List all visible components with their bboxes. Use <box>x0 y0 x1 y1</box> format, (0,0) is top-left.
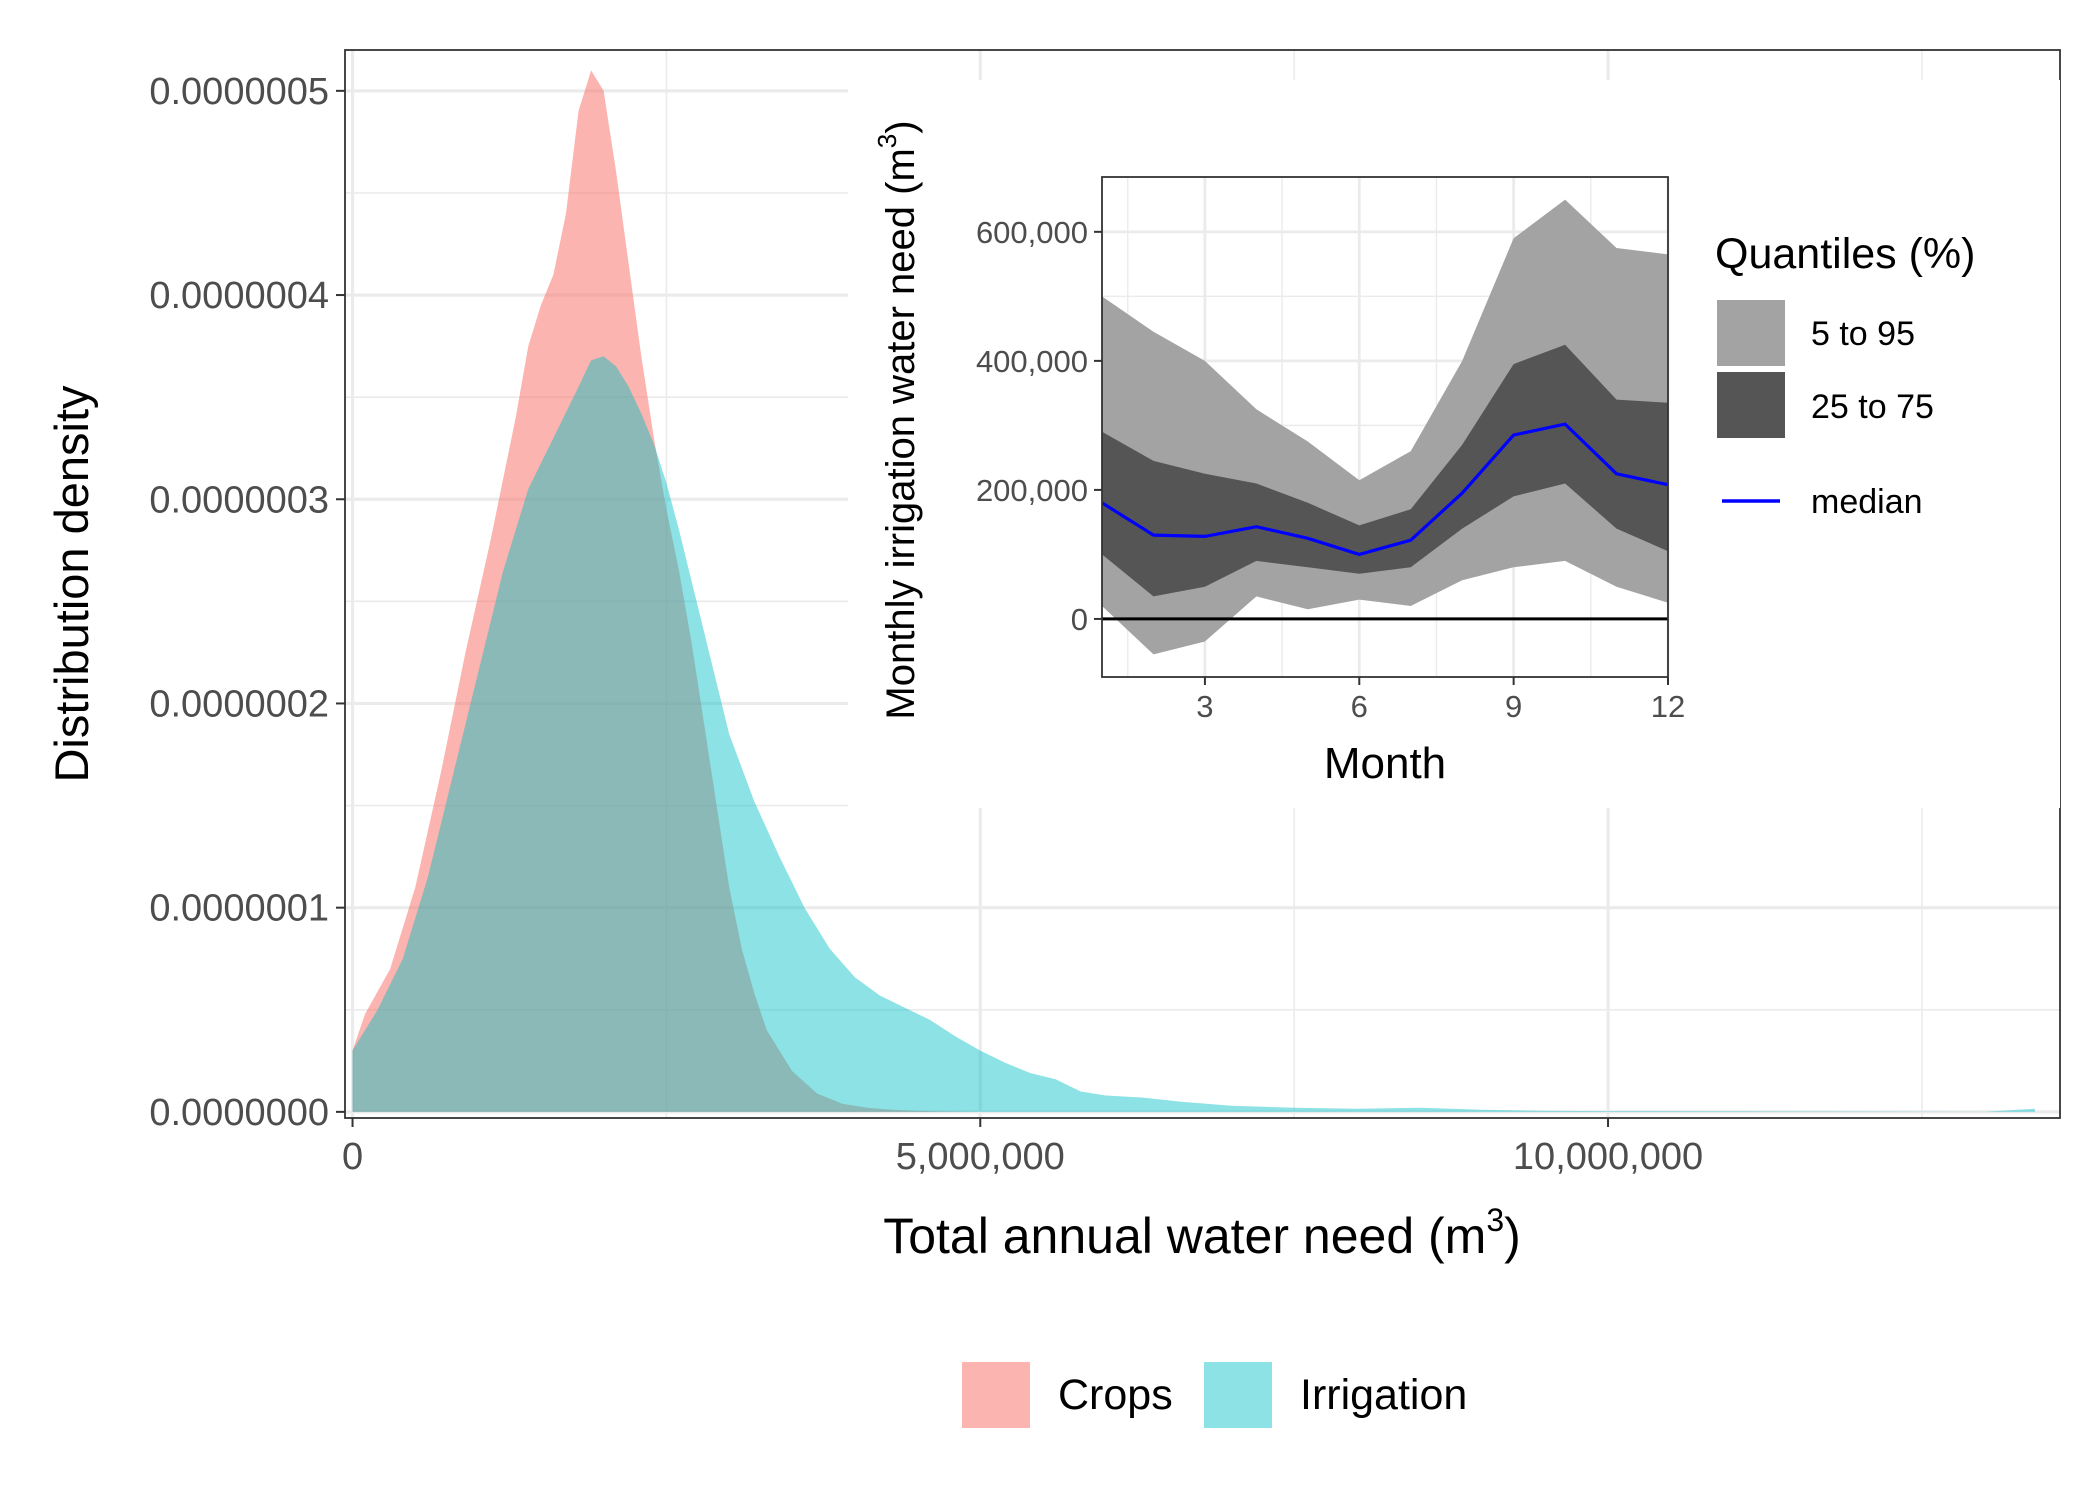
inset-y-axis-title-close: ) <box>879 120 923 133</box>
inset-y-axis-ticks: 0 200,000 400,000 600,000 <box>976 215 1102 637</box>
main-legend: Crops Irrigation <box>962 1362 1467 1428</box>
inset-monthly-plot: 3 6 9 12 0 200,000 400,000 600,000 Month Month… <box>872 120 1975 788</box>
inset-x-tick-label: 6 <box>1351 689 1368 724</box>
main-x-axis-title: Total annual water need (m3) <box>883 1202 1521 1264</box>
inset-x-axis-title: Month <box>1324 739 1446 788</box>
legend-label-irrigation: Irrigation <box>1300 1371 1467 1419</box>
density-area-crops <box>352 70 981 1112</box>
main-y-tick-label: 0.0000002 <box>149 683 329 725</box>
main-y-tick-label: 0.0000000 <box>149 1092 329 1134</box>
legend-key-crops <box>962 1362 1030 1428</box>
inset-y-tick-label: 0 <box>1071 602 1088 637</box>
legend-label-25-to-75: 25 to 75 <box>1811 388 1934 426</box>
main-y-tick-label: 0.0000005 <box>149 71 329 113</box>
inset-x-axis-ticks: 3 6 9 12 <box>1196 677 1685 724</box>
legend-key-5-to-95 <box>1717 300 1785 366</box>
main-x-tick-label: 0 <box>342 1136 363 1178</box>
inset-x-tick-label: 3 <box>1196 689 1213 724</box>
main-y-axis-title: Distribution density <box>45 385 98 783</box>
inset-y-axis-title: Monthly irrigation water need (m3) <box>872 120 923 719</box>
main-x-axis-ticks: 0 5,000,000 10,000,000 <box>342 1118 1703 1178</box>
band-25-to-75 <box>1102 344 1668 597</box>
main-density-areas <box>352 70 2035 1112</box>
main-y-tick-label: 0.0000004 <box>149 275 329 317</box>
main-x-axis-title-close: ) <box>1504 1208 1521 1264</box>
inset-y-tick-label: 600,000 <box>976 215 1088 250</box>
inset-y-axis-title-text: Monthly irrigation water need (m <box>879 148 923 719</box>
main-x-tick-label: 5,000,000 <box>896 1136 1065 1178</box>
inset-quantile-bands <box>1101 199 1669 655</box>
median-line <box>1101 422 1669 557</box>
legend-label-median: median <box>1811 483 1923 521</box>
inset-legend: Quantiles (%) 5 to 95 25 to 75 median <box>1715 230 1975 521</box>
inset-x-tick-label: 9 <box>1505 689 1522 724</box>
legend-key-25-to-75 <box>1717 372 1785 438</box>
main-y-tick-label: 0.0000001 <box>149 888 329 930</box>
main-y-tick-label: 0.0000003 <box>149 479 329 521</box>
inset-y-tick-label: 200,000 <box>976 473 1088 508</box>
main-x-axis-title-sup: 3 <box>1486 1202 1504 1238</box>
inset-x-tick-label: 12 <box>1651 689 1685 724</box>
density-area-irrigation <box>352 356 2035 1112</box>
legend-label-5-to-95: 5 to 95 <box>1811 315 1915 353</box>
legend-key-irrigation <box>1204 1362 1272 1428</box>
main-y-axis-ticks: 0.0000000 0.0000001 0.0000002 0.0000003 0.00… <box>149 71 345 1134</box>
main-x-axis-title-text: Total annual water need (m <box>883 1208 1486 1264</box>
legend-label-crops: Crops <box>1058 1371 1173 1419</box>
inset-y-tick-label: 400,000 <box>976 344 1088 379</box>
inset-panel-border <box>1101 176 1669 678</box>
main-x-tick-label: 10,000,000 <box>1513 1136 1703 1178</box>
inset-legend-title: Quantiles (%) <box>1715 230 1975 278</box>
inset-y-axis-title-sup: 3 <box>872 134 902 148</box>
